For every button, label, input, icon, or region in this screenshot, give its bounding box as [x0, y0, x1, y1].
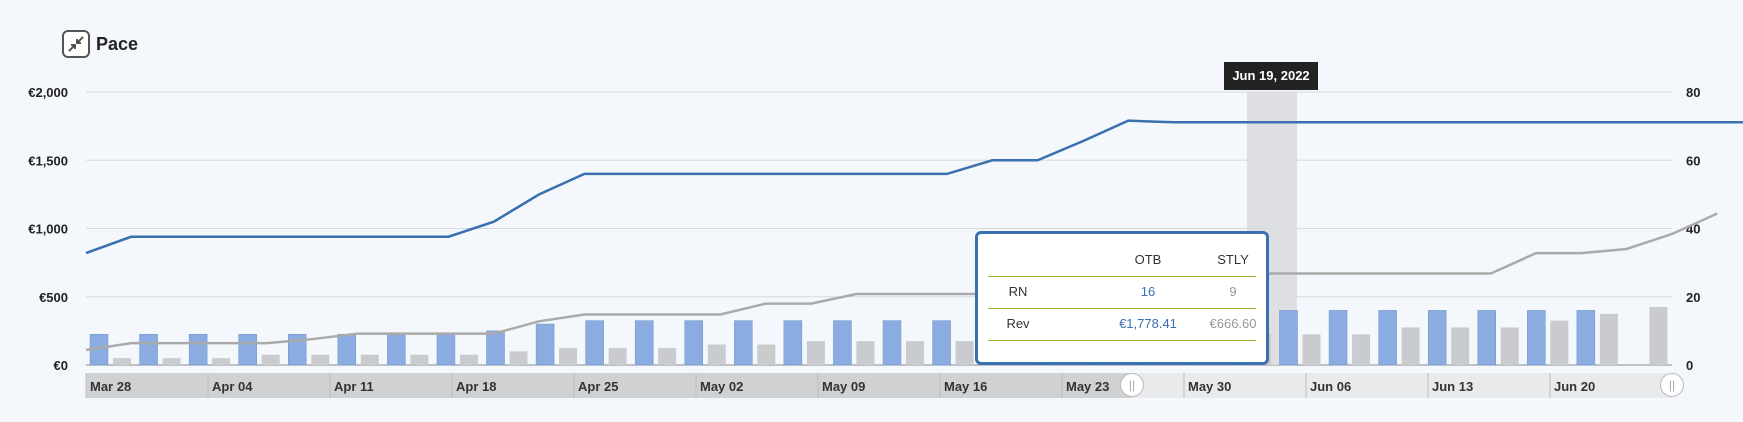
stly-bar — [410, 354, 429, 365]
stly-bar — [1451, 327, 1470, 365]
left-axis-tick: €1,500 — [28, 153, 68, 168]
stly-bar — [162, 358, 181, 365]
tooltip-otb-value: €1,778.41 — [1119, 316, 1177, 331]
stly-bar — [1500, 327, 1519, 365]
stly-bar — [608, 347, 627, 365]
otb-bar — [585, 320, 604, 366]
stly-bar — [559, 347, 578, 365]
tooltip-col-otb: OTB — [1134, 252, 1162, 267]
tooltip-header-row: OTB STLY — [988, 244, 1256, 277]
chart-title: Pace — [96, 33, 139, 54]
tooltip-stly-value: 9 — [1229, 284, 1237, 299]
otb-bar — [932, 320, 951, 366]
otb-bar — [535, 323, 555, 366]
navigator-label: Apr 25 — [578, 379, 618, 394]
otb-bar — [734, 320, 753, 366]
right-axis-tick: 20 — [1686, 290, 1700, 305]
stly-bar — [1599, 313, 1618, 365]
hover-tooltip: OTB STLY RN 16 9 Rev €1,778.41 €666.60 — [975, 231, 1269, 365]
stly-bar — [658, 347, 677, 365]
otb-bar — [139, 334, 158, 366]
otb-bar — [684, 320, 703, 366]
right-axis-tick: 0 — [1686, 358, 1693, 373]
stly-bar — [1352, 334, 1371, 365]
tooltip-row-label: Rev — [1006, 316, 1030, 331]
otb-line — [85, 119, 1743, 255]
otb-bar — [188, 334, 208, 366]
navigator-label: Jun 20 — [1554, 379, 1595, 394]
navigator-label: May 23 — [1066, 379, 1109, 394]
otb-bar — [1279, 310, 1298, 366]
otb-bar — [387, 334, 406, 366]
right-axis-tick: 60 — [1686, 153, 1700, 168]
navigator-label: Jun 13 — [1432, 379, 1473, 394]
navigator-label: May 09 — [822, 379, 865, 394]
navigator-label: Jun 06 — [1310, 379, 1351, 394]
stly-bar — [1401, 327, 1420, 365]
left-axis-tick: €1,000 — [28, 222, 68, 237]
left-axis-tick: €500 — [39, 290, 68, 305]
stly-bar — [707, 344, 726, 365]
hover-date-flag: Jun 19, 2022 — [1224, 62, 1318, 90]
navigator-label: May 30 — [1188, 379, 1231, 394]
stly-bar — [212, 358, 231, 365]
otb-bar — [1576, 310, 1596, 366]
right-axis-tick: 80 — [1686, 85, 1700, 100]
otb-bar — [337, 334, 357, 366]
left-axis-tick: €2,000 — [28, 85, 68, 100]
left-axis-tick: €0 — [54, 358, 68, 373]
navigator-left-handle[interactable]: || — [1120, 373, 1144, 397]
tooltip-stly-value: €666.60 — [1209, 316, 1257, 331]
navigator-selected-range — [86, 373, 1132, 398]
stly-bar — [311, 354, 330, 365]
stly-bar — [113, 358, 131, 365]
otb-bar — [486, 330, 505, 366]
otb-bar — [634, 320, 654, 366]
otb-bar — [1427, 310, 1447, 366]
stly-bar — [1550, 320, 1569, 365]
otb-bar — [436, 334, 456, 366]
stly-line — [85, 212, 1718, 352]
tooltip-row-label: RN — [1008, 284, 1028, 299]
stly-bar — [459, 354, 478, 365]
stly-bar — [1649, 306, 1668, 365]
stly-bar — [955, 341, 974, 365]
stly-bar — [757, 344, 776, 365]
stly-bar — [806, 341, 825, 365]
otb-bar — [1328, 310, 1348, 366]
stly-bar — [906, 341, 924, 365]
stly-bar — [360, 354, 379, 365]
stly-bar — [856, 341, 875, 365]
navigator-label: Apr 04 — [212, 379, 253, 394]
navigator-right-handle[interactable]: || — [1660, 373, 1684, 397]
navigator-label: May 16 — [944, 379, 987, 394]
tooltip-col-stly: STLY — [1217, 252, 1249, 267]
otb-bar — [1527, 310, 1546, 366]
collapse-arrows-icon[interactable] — [62, 30, 90, 58]
stly-bar — [261, 354, 280, 365]
otb-bar — [882, 320, 902, 366]
navigator-label: Mar 28 — [90, 379, 131, 394]
navigator-label: Apr 18 — [456, 379, 496, 394]
stly-bar — [509, 351, 528, 365]
otb-bar — [783, 320, 803, 366]
tooltip-otb-value: 16 — [1140, 284, 1156, 299]
navigator-label: Apr 11 — [334, 379, 374, 394]
otb-bar — [1378, 310, 1397, 366]
navigator-label: May 02 — [700, 379, 743, 394]
tooltip-row-rn: RN 16 9 — [988, 276, 1256, 309]
tooltip-row-rev: Rev €1,778.41 €666.60 — [988, 308, 1257, 341]
stly-bar — [1302, 334, 1321, 365]
otb-bar — [238, 334, 257, 366]
chart-header: Pace — [62, 30, 138, 58]
otb-bar — [833, 320, 852, 366]
otb-bar — [1477, 310, 1496, 366]
